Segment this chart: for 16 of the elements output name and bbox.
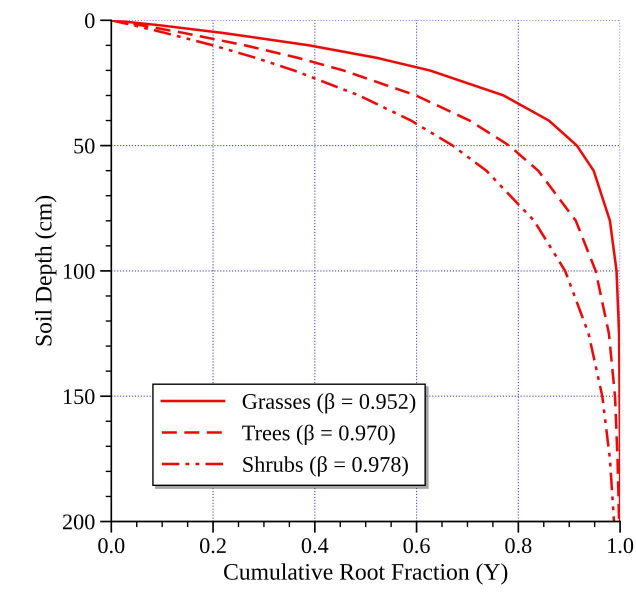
x-tick-label: 0.6 [404,538,430,554]
y-tick-label: 100 [64,264,94,279]
y-axis-title: Soil Depth (cm) [35,196,56,346]
x-axis-title: Cumulative Root Fraction (Y) [224,563,508,585]
y-tick-label: 150 [64,389,94,404]
y-tick-label: 50 [74,138,94,154]
x-tick-label: 1.0 [608,538,634,554]
x-tick-label: 0.0 [98,538,124,554]
y-tick-label: 200 [62,514,94,530]
x-tick-label: 0.2 [200,538,226,554]
y-tick-label: 0 [85,13,94,28]
x-tick-label: 0.8 [505,538,532,554]
legend-label: Grasses (β = 0.952) [242,393,416,414]
legend-label: Trees (β = 0.970) [242,424,395,445]
x-tick-label: 0.4 [302,538,328,554]
legend-label: Shrubs (β = 0.978) [243,456,408,476]
